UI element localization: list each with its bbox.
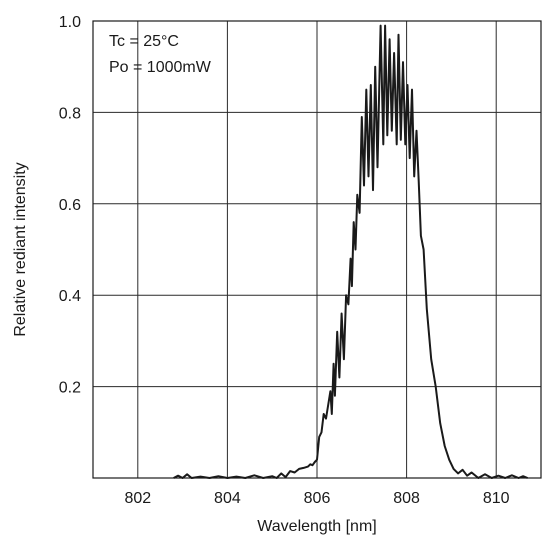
y-tick-label: 0.8 [59, 105, 81, 122]
spectrum-line [173, 24, 528, 479]
annotation-power: Po = 1000mW [109, 59, 212, 76]
plot-frame [92, 20, 542, 479]
y-tick-label: 0.6 [59, 197, 81, 214]
series-group [173, 24, 528, 479]
x-axis-ticks: 802 804 806 808 810 [124, 490, 509, 507]
annotation-temperature: Tc = 25°C [109, 33, 179, 50]
y-tick-label: 0.2 [59, 380, 81, 397]
y-tick-label: 1.0 [59, 14, 81, 31]
x-tick-label: 804 [214, 490, 241, 507]
x-tick-label: 806 [304, 490, 331, 507]
x-tick-label: 808 [393, 490, 420, 507]
y-tick-label: 0.4 [59, 288, 81, 305]
x-axis-label: Wavelength [nm] [257, 518, 376, 535]
y-axis-ticks: 0.2 0.4 0.6 0.8 1.0 [59, 14, 81, 397]
x-tick-label: 802 [124, 490, 151, 507]
x-tick-label: 810 [483, 490, 510, 507]
y-axis-label: Relative rediant intensity [12, 162, 29, 336]
